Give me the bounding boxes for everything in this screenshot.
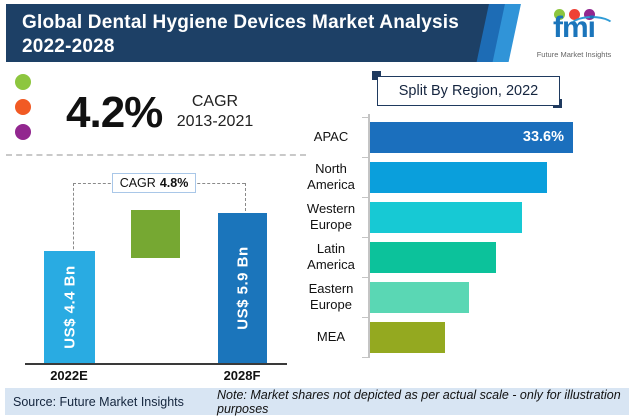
region-bar	[370, 201, 523, 233]
cagr-connector-left	[73, 183, 74, 259]
header-banner: Global Dental Hygiene Devices Market Ana…	[6, 4, 630, 62]
region-bar	[370, 321, 446, 353]
region-row: North America	[300, 157, 630, 197]
y-axis-tick	[362, 317, 368, 318]
region-label: Eastern Europe	[308, 280, 354, 312]
logo-brand-text: fmi	[553, 11, 596, 44]
region-row: Western Europe	[300, 197, 630, 237]
y-axis-tick	[362, 157, 368, 158]
purple-dot-icon	[15, 124, 31, 140]
region-bar	[370, 281, 470, 313]
y-axis-tick	[362, 237, 368, 238]
region-label: Latin America	[307, 240, 355, 272]
y-axis-tick	[362, 277, 368, 278]
y-axis-tick	[362, 117, 368, 118]
value-bar-2028: US$ 5.9 Bn	[218, 213, 267, 363]
pie-chart-icon	[569, 9, 580, 20]
footer-strip: Source: Future Market Insights Note: Mar…	[5, 387, 629, 416]
cagr-annotation-box: CAGR 4.8%	[112, 173, 196, 193]
note-text: Note: Market shares not depicted as per …	[217, 387, 621, 416]
dashed-separator	[6, 154, 306, 156]
value-bar-2022-label: US$ 4.4 Bn	[61, 265, 78, 349]
value-bar-2022: US$ 4.4 Bn	[44, 251, 95, 363]
idea-person-icon	[584, 9, 595, 20]
region-bar	[370, 241, 496, 273]
title-box-handle-topleft	[372, 71, 381, 80]
growth-block	[131, 210, 180, 258]
fmi-logo-dots	[554, 9, 595, 20]
region-label: APAC	[313, 128, 349, 144]
region-bar-value: 33.6%	[522, 129, 564, 145]
cagr-period-label: 2013-2021	[176, 113, 254, 130]
region-row: APAC 33.6%	[300, 117, 630, 157]
cagr-connector-right	[245, 183, 246, 211]
region-split-chart: Split By Region, 2022 APAC 33.6% North Ame…	[300, 66, 630, 366]
region-row: Latin America	[300, 237, 630, 277]
y-axis-tick	[362, 197, 368, 198]
source-text: Source: Future Market Insights	[13, 394, 184, 409]
region-label: North America	[307, 160, 355, 192]
kpi-dot-column	[15, 74, 31, 140]
fmi-logo: fmi Future Market Insights	[528, 9, 620, 59]
region-row: MEA	[300, 317, 630, 357]
region-rows: APAC 33.6% North America Western Europe Lati…	[300, 117, 630, 357]
orange-dot-icon	[15, 99, 31, 115]
region-bar	[370, 161, 547, 193]
market-value-chart: CAGR 4.8% US$ 4.4 Bn US$ 5.9 Bn 2022E 20…	[0, 156, 300, 388]
cagr-annotation-value: 4.8%	[159, 176, 189, 190]
page-title-line1: Global Dental Hygiene Devices Market Ana…	[22, 12, 460, 33]
cagr-metric-label: CAGR	[191, 93, 239, 110]
page-title: Global Dental Hygiene Devices Market Ana…	[22, 11, 459, 60]
region-row: Eastern Europe	[300, 277, 630, 317]
value-bar-2028-label: US$ 5.9 Bn	[234, 246, 251, 330]
x-tick-label-2022e: 2022E	[50, 368, 88, 383]
logo-tagline: Future Market Insights	[536, 50, 612, 59]
y-axis-line	[368, 114, 370, 358]
region-chart-title: Split By Region, 2022	[377, 76, 560, 106]
cagr-value: 4.2%	[66, 88, 163, 137]
y-axis-tick	[362, 357, 368, 358]
logo-swoosh-arc	[568, 16, 616, 40]
cagr-caption: CAGR 2013-2021	[170, 92, 260, 132]
region-bar: 33.6%	[370, 121, 573, 153]
region-label: Western Europe	[306, 200, 356, 232]
cagr-annotation-label: CAGR	[119, 176, 156, 190]
chat-bubble-icon	[554, 9, 565, 20]
x-axis-line	[25, 363, 287, 365]
x-tick-label-2028f: 2028F	[223, 368, 261, 383]
page-title-line2: 2022-2028	[22, 36, 115, 58]
region-label: MEA	[316, 328, 346, 344]
green-dot-icon	[15, 74, 31, 90]
